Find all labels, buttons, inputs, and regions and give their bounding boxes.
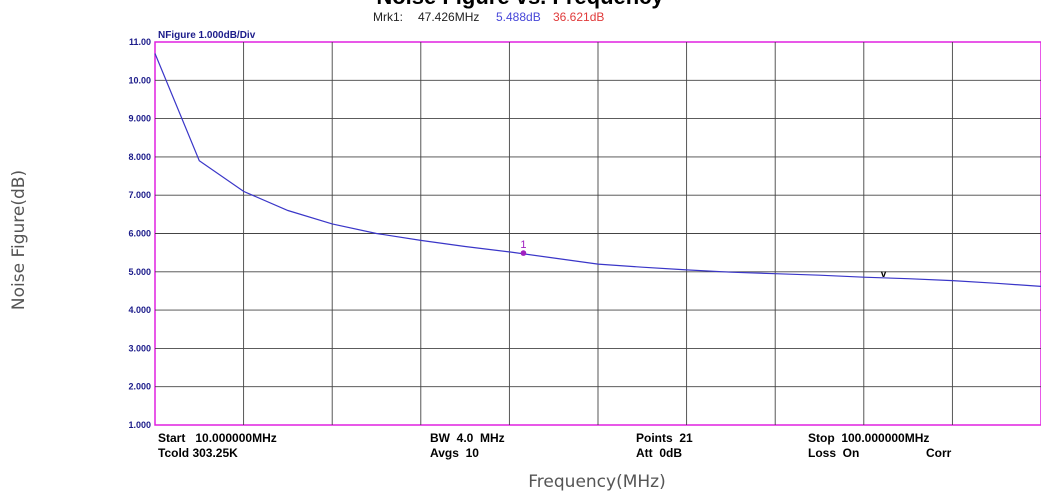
scale-label: NFigure 1.000dB/Div bbox=[158, 30, 256, 41]
markers-layer: 1v bbox=[520, 239, 886, 280]
y-tick-label: 2.000 bbox=[128, 382, 151, 392]
info-loss: Loss On bbox=[808, 446, 859, 460]
noise-figure-trace bbox=[154, 53, 1041, 287]
info-stop: Stop 100.000000MHz bbox=[808, 431, 929, 445]
marker-1-point bbox=[520, 250, 527, 256]
series-layer bbox=[154, 53, 1041, 287]
info-corr: Corr bbox=[926, 446, 952, 460]
y-tick-label: 5.000 bbox=[128, 267, 151, 277]
y-tick-label: 4.000 bbox=[128, 305, 151, 315]
y-tick-label: 1.000 bbox=[128, 420, 151, 430]
marker-readout-name: Mrk1: bbox=[373, 10, 403, 24]
info-avgs: Avgs 10 bbox=[430, 446, 479, 460]
plot-grid bbox=[155, 42, 1041, 425]
chart-title: Noise Figure vs. Frequency bbox=[376, 0, 664, 9]
marker-readout-gain: 36.621dB bbox=[553, 10, 604, 24]
x-axis-label: Frequency(MHz) bbox=[528, 472, 665, 492]
info-tcold: Tcold 303.25K bbox=[158, 446, 238, 460]
y-tick-label: 9.000 bbox=[128, 114, 151, 124]
marker-1-label: 1 bbox=[520, 239, 526, 251]
y-tick-label: 3.000 bbox=[128, 343, 151, 353]
info-points: Points 21 bbox=[636, 431, 693, 445]
y-tick-labels: 11.00 10.00 9.000 8.000 7.000 6.000 5.000 4.000… bbox=[128, 37, 151, 430]
y-tick-label: 8.000 bbox=[128, 152, 151, 162]
y-tick-label: 11.00 bbox=[129, 37, 151, 47]
marker-readout-freq: 47.426MHz bbox=[418, 10, 479, 24]
info-att: Att 0dB bbox=[636, 446, 682, 460]
info-bw: BW 4.0 MHz bbox=[430, 431, 505, 445]
reference-marker: v bbox=[881, 269, 887, 280]
marker-readout-nf: 5.488dB bbox=[496, 10, 541, 24]
y-tick-label: 10.00 bbox=[128, 75, 151, 85]
info-start: Start 10.000000MHz bbox=[158, 431, 277, 445]
y-tick-label: 7.000 bbox=[128, 190, 151, 200]
y-axis-label: Noise Figure(dB) bbox=[9, 170, 29, 310]
y-tick-label: 6.000 bbox=[128, 229, 151, 239]
